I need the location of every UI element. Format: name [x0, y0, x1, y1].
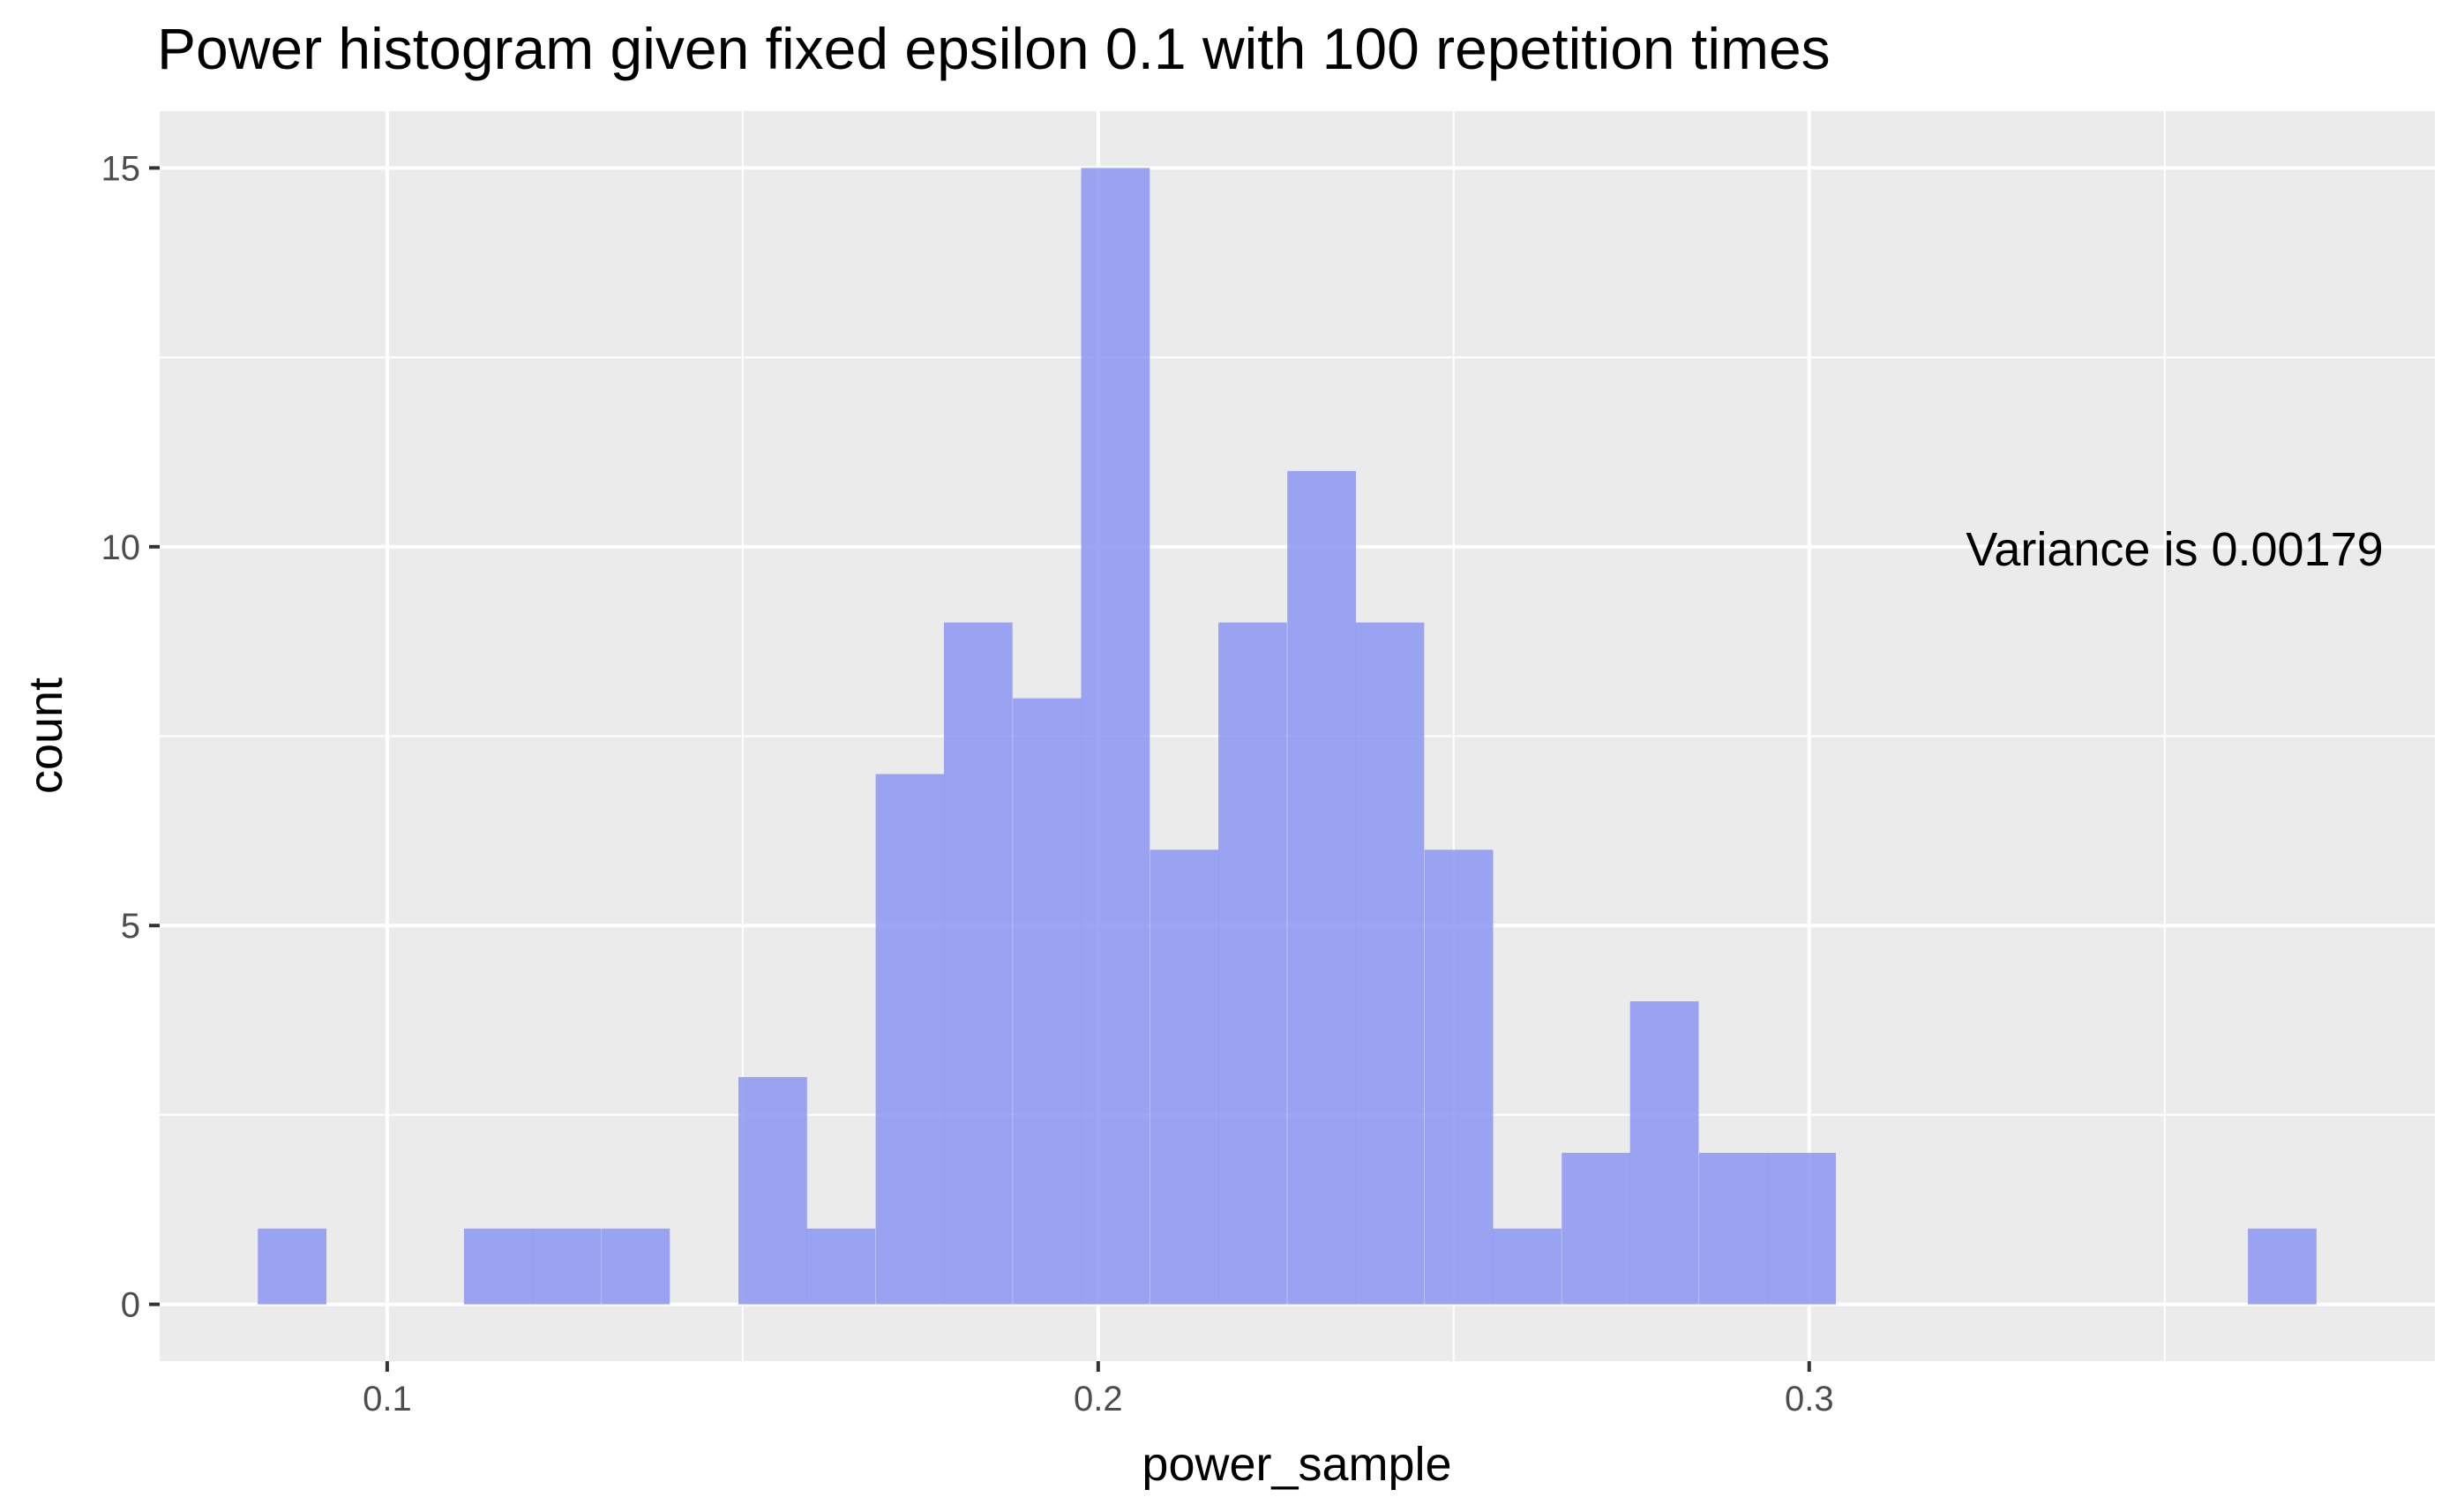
histogram-bar [258, 1228, 326, 1305]
histogram-bar [2248, 1228, 2317, 1305]
histogram-bar [601, 1228, 670, 1305]
x-tick-label: 0.3 [1785, 1380, 1834, 1418]
histogram-bar [1698, 1152, 1768, 1305]
histogram-bar [875, 774, 945, 1305]
histogram-bar [1081, 168, 1150, 1305]
histogram-bar [1287, 470, 1356, 1305]
x-tick-label: 0.1 [363, 1380, 412, 1418]
y-axis: 0 5 10 15 [101, 149, 160, 1325]
histogram-bar [1424, 850, 1494, 1305]
histogram-bar [806, 1228, 876, 1305]
histogram-bars [258, 168, 2317, 1305]
histogram-bar [1629, 1001, 1699, 1305]
histogram-bar [1218, 622, 1287, 1305]
histogram-bar [1493, 1228, 1562, 1305]
y-tick-label: 10 [101, 528, 141, 567]
y-axis-title: count [19, 677, 72, 794]
histogram-bar [463, 1228, 533, 1305]
chart-title: Power histogram given fixed epsilon 0.1 … [157, 16, 1831, 81]
y-tick-label: 0 [121, 1286, 140, 1325]
histogram-bar [738, 1076, 807, 1305]
x-axis: 0.1 0.2 0.3 [363, 1361, 1834, 1418]
minor-gridlines [160, 111, 2435, 1361]
x-axis-title: power_sample [1142, 1438, 1451, 1491]
variance-annotation: Variance is 0.00179 [1966, 523, 2383, 576]
histogram-bar [1013, 698, 1082, 1305]
y-tick-label: 5 [121, 907, 140, 946]
histogram-bar [1150, 850, 1219, 1305]
histogram-bar [1355, 622, 1425, 1305]
histogram-bar [1562, 1152, 1631, 1305]
y-tick-label: 15 [101, 149, 141, 188]
x-tick-label: 0.2 [1074, 1380, 1123, 1418]
histogram-bar [1767, 1152, 1836, 1305]
histogram-bar [532, 1228, 602, 1305]
histogram-bar [943, 622, 1013, 1305]
